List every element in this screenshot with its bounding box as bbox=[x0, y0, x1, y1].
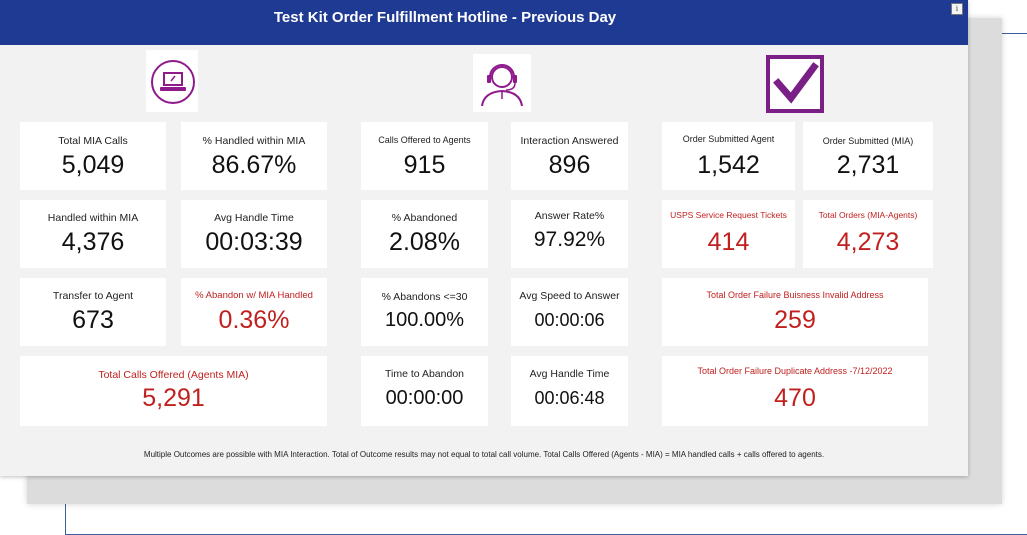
card-value: 0.36% bbox=[218, 306, 290, 334]
card-label: Total Calls Offered (Agents MIA) bbox=[98, 369, 249, 381]
card-value: 97.92% bbox=[533, 228, 606, 251]
card-value: 100.00% bbox=[385, 309, 464, 331]
card-label: Transfer to Agent bbox=[52, 290, 134, 302]
card-label: Order Submitted Agent bbox=[682, 134, 775, 144]
dashboard-title: Test Kit Order Fulfillment Hotline - Pre… bbox=[273, 9, 617, 26]
headset-agent-icon bbox=[473, 54, 531, 112]
card-label: Avg Handle Time bbox=[214, 212, 294, 224]
card-label: Total Order Failure Buisness Invalid Add… bbox=[706, 290, 884, 300]
dashboard-panel: Test Kit Order Fulfillment Hotline - Pre… bbox=[0, 0, 968, 476]
dashboard-header: Test Kit Order Fulfillment Hotline - Pre… bbox=[0, 0, 968, 45]
card-label: Total Orders (MIA-Agents) bbox=[818, 210, 918, 220]
pct-abandons-30-card: % Abandons <=30 100.00% bbox=[361, 278, 488, 346]
failure-invalid-address-card: Total Order Failure Buisness Invalid Add… bbox=[662, 278, 928, 346]
card-label: Answer Rate% bbox=[534, 210, 605, 222]
time-to-abandon-card: Time to Abandon 00:00:00 bbox=[361, 356, 488, 426]
card-value: 4,376 bbox=[61, 228, 125, 256]
laptop-chat-icon bbox=[146, 50, 198, 112]
failure-duplicate-address-card: Total Order Failure Duplicate Address -7… bbox=[662, 356, 928, 426]
card-label: % Abandons <=30 bbox=[381, 291, 468, 303]
pct-abandoned-card: % Abandoned 2.08% bbox=[361, 200, 488, 268]
card-label: % Abandon w/ MIA Handled bbox=[195, 290, 313, 301]
card-label: Avg Handle Time bbox=[529, 368, 610, 380]
card-label: Avg Speed to Answer bbox=[519, 290, 620, 302]
usps-tickets-card: USPS Service Request Tickets 414 bbox=[662, 200, 795, 268]
footnote: Multiple Outcomes are possible with MIA … bbox=[143, 450, 825, 459]
card-value: 00:06:48 bbox=[534, 388, 605, 408]
order-submitted-mia-card: Order Submitted (MIA) 2,731 bbox=[803, 122, 933, 190]
card-value: 5,291 bbox=[142, 384, 205, 412]
total-calls-offered-card: Total Calls Offered (Agents MIA) 5,291 bbox=[20, 356, 327, 426]
card-label: % Abandoned bbox=[391, 212, 458, 224]
card-label: USPS Service Request Tickets bbox=[670, 210, 787, 220]
pct-handled-mia-card: % Handled within MIA 86.67% bbox=[181, 122, 327, 190]
order-submitted-agent-card: Order Submitted Agent 1,542 bbox=[662, 122, 795, 190]
interaction-answered-card: Interaction Answered 896 bbox=[511, 122, 628, 190]
card-value: 259 bbox=[774, 306, 816, 334]
card-label: Total MIA Calls bbox=[58, 135, 128, 147]
card-label: Handled within MIA bbox=[47, 212, 139, 224]
card-label: % Handled within MIA bbox=[202, 135, 306, 147]
card-label: Interaction Answered bbox=[520, 135, 619, 147]
handled-within-mia-card: Handled within MIA 4,376 bbox=[20, 200, 166, 268]
total-mia-calls-card: Total MIA Calls 5,049 bbox=[20, 122, 166, 190]
card-value: 4,273 bbox=[836, 228, 900, 256]
card-value: 1,542 bbox=[697, 151, 760, 179]
mia-avg-handle-time-card: Avg Handle Time 00:03:39 bbox=[181, 200, 327, 268]
checkmark-icon bbox=[766, 55, 824, 113]
card-value: 5,049 bbox=[61, 151, 125, 179]
card-value: 915 bbox=[403, 151, 446, 179]
calls-offered-agents-card: Calls Offered to Agents 915 bbox=[361, 122, 488, 190]
card-value: 470 bbox=[774, 384, 816, 412]
card-value: 00:00:00 bbox=[385, 387, 464, 409]
card-value: 00:00:06 bbox=[534, 310, 605, 330]
card-label: Time to Abandon bbox=[385, 368, 464, 380]
card-value: 414 bbox=[707, 228, 750, 256]
card-label: Total Order Failure Duplicate Address -7… bbox=[697, 366, 893, 376]
card-value: 2,731 bbox=[836, 151, 900, 179]
answer-rate-card: Answer Rate% 97.92% bbox=[511, 200, 628, 268]
card-value: 673 bbox=[72, 306, 114, 334]
agents-avg-handle-time-card: Avg Handle Time 00:06:48 bbox=[511, 356, 628, 426]
card-value: 896 bbox=[548, 151, 591, 179]
info-button[interactable]: i bbox=[951, 3, 963, 15]
pct-abandon-mia-card: % Abandon w/ MIA Handled 0.36% bbox=[181, 278, 327, 346]
card-value: 2.08% bbox=[389, 228, 460, 256]
transfer-to-agent-card: Transfer to Agent 673 bbox=[20, 278, 166, 346]
avg-speed-to-answer-card: Avg Speed to Answer 00:00:06 bbox=[511, 278, 628, 346]
card-label: Calls Offered to Agents bbox=[378, 135, 471, 145]
card-value: 86.67% bbox=[211, 151, 297, 179]
card-label: Order Submitted (MIA) bbox=[822, 136, 914, 146]
card-value: 00:03:39 bbox=[205, 228, 303, 256]
total-orders-card: Total Orders (MIA-Agents) 4,273 bbox=[803, 200, 933, 268]
